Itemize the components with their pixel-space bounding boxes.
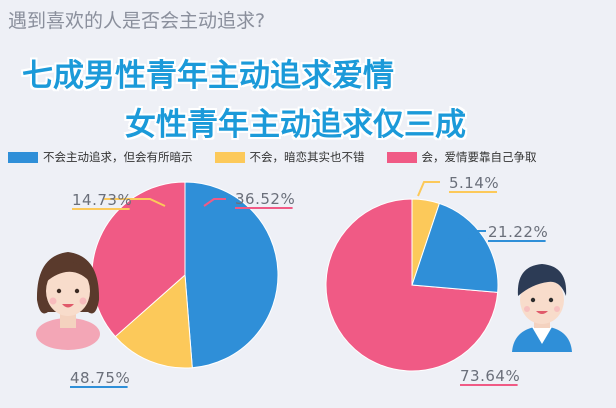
pie-1-slice-2 — [114, 273, 193, 369]
legend-swatch-yellow — [214, 151, 245, 163]
headline-female: 女性青年主动追求仅三成 — [125, 107, 466, 143]
question-title: 遇到喜欢的人是否会主动追求? — [8, 10, 266, 32]
pie-2-slice-1 — [411, 202, 499, 293]
pie-1-leader-3 — [203, 198, 226, 207]
pie-1-label-3: 36.52% — [235, 190, 295, 208]
pie-2-label-2: 5.14% — [449, 174, 499, 192]
pie-1-slice-1 — [184, 181, 279, 369]
pie-1-slice-3 — [91, 181, 186, 338]
pie-1-leader-2 — [104, 198, 166, 207]
legend: 不会主动追求，但会有所暗示 不会，暗恋其实也不错 会，爱情要靠自己争取 — [8, 146, 608, 168]
pie-2-leader-1 — [467, 230, 486, 239]
legend-swatch-pink — [386, 151, 417, 163]
legend-label-secret: 不会，暗恋其实也不错 — [249, 150, 365, 164]
legend-item-secret: 不会，暗恋其实也不错 — [214, 149, 365, 165]
pie-2-label-3: 73.64% — [460, 367, 520, 385]
pie-1-label-1: 48.75% — [70, 369, 130, 387]
female-avatar-icon — [36, 252, 100, 350]
legend-swatch-blue — [8, 151, 38, 163]
pie-2-label-1: 21.22% — [488, 223, 548, 241]
headline-male: 七成男性青年主动追求爱情 — [22, 58, 394, 94]
legend-item-hint: 不会主动追求，但会有所暗示 — [8, 149, 193, 165]
pie-2-slice-2 — [411, 198, 440, 286]
legend-label-pursue: 会，爱情要靠自己争取 — [421, 150, 537, 164]
male-avatar-icon — [512, 264, 572, 352]
pie-2-leader-2 — [417, 181, 440, 197]
legend-item-pursue: 会，爱情要靠自己争取 — [386, 149, 537, 165]
pie-1-label-2: 14.73% — [72, 191, 132, 209]
legend-label-hint: 不会主动追求，但会有所暗示 — [43, 150, 193, 164]
